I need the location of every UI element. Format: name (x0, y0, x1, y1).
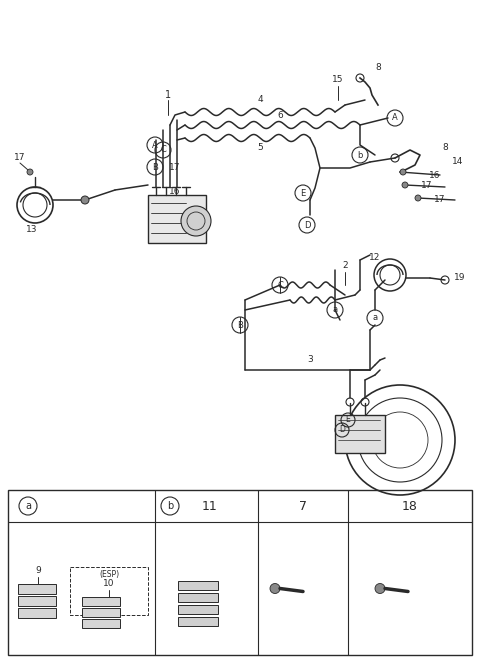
Text: 5: 5 (257, 143, 263, 153)
Text: C: C (277, 280, 283, 290)
Text: 17: 17 (169, 163, 181, 173)
Text: 12: 12 (369, 254, 381, 262)
Circle shape (375, 584, 385, 594)
Bar (82, 607, 120, 617)
Text: (ESP): (ESP) (99, 570, 119, 579)
Circle shape (270, 584, 280, 594)
Text: 15: 15 (332, 75, 344, 85)
Circle shape (27, 169, 33, 175)
Circle shape (81, 196, 89, 204)
Bar (178, 580, 218, 590)
Text: b: b (357, 151, 363, 159)
Text: 8: 8 (375, 63, 381, 73)
Text: 7: 7 (299, 500, 307, 512)
Text: D: D (304, 221, 310, 229)
Bar (178, 617, 218, 625)
Text: A: A (392, 114, 398, 122)
Text: 10: 10 (103, 579, 115, 588)
Bar (18, 596, 56, 605)
Bar (335, 415, 385, 453)
Text: 17: 17 (434, 196, 446, 204)
Text: a: a (333, 305, 337, 315)
Bar (178, 605, 218, 613)
Text: E: E (346, 416, 350, 424)
Bar (8, 490, 472, 655)
Bar (148, 195, 206, 243)
Text: 2: 2 (342, 260, 348, 270)
Text: B: B (152, 163, 158, 171)
Text: 8: 8 (442, 143, 448, 153)
Bar (82, 596, 120, 605)
Circle shape (402, 182, 408, 188)
Text: 17: 17 (14, 153, 26, 161)
Text: 9: 9 (35, 566, 41, 575)
Text: D: D (339, 426, 345, 434)
Text: 11: 11 (202, 500, 218, 512)
Circle shape (415, 195, 421, 201)
Text: a: a (25, 501, 31, 511)
Text: 1: 1 (165, 90, 171, 100)
Bar (18, 607, 56, 617)
Text: C: C (160, 145, 166, 155)
Text: B: B (237, 321, 243, 329)
Text: 16: 16 (429, 171, 441, 180)
Circle shape (400, 169, 406, 175)
Text: 17: 17 (421, 180, 433, 190)
Text: 16: 16 (169, 188, 181, 196)
Text: 6: 6 (277, 110, 283, 120)
Bar (178, 592, 218, 602)
Circle shape (181, 206, 211, 236)
Text: a: a (372, 313, 378, 323)
Text: 3: 3 (307, 356, 313, 364)
Text: b: b (167, 501, 173, 511)
Text: E: E (300, 188, 306, 198)
Text: 18: 18 (402, 500, 418, 512)
Text: 4: 4 (257, 95, 263, 104)
Bar (82, 619, 120, 627)
Bar (70, 566, 148, 615)
Text: 14: 14 (452, 157, 464, 167)
Text: 19: 19 (454, 274, 466, 282)
Text: A: A (152, 141, 158, 149)
Bar (18, 584, 56, 594)
Text: 13: 13 (26, 225, 38, 235)
